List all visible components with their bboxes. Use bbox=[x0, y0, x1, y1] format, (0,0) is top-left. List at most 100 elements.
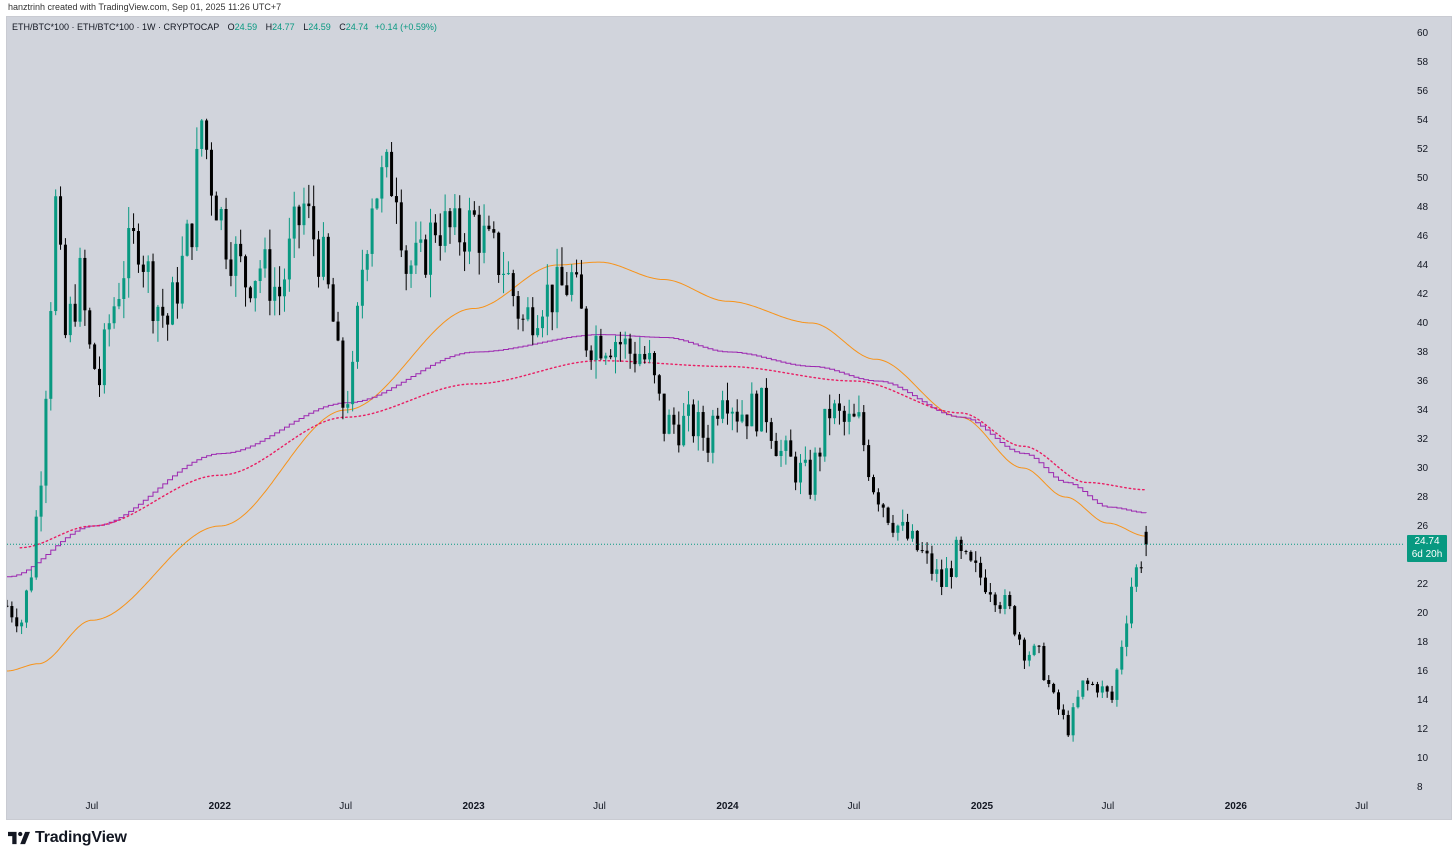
candle-up bbox=[302, 203, 306, 226]
candle-up bbox=[682, 415, 686, 446]
candle-down bbox=[706, 437, 710, 453]
y-tick-label: 46 bbox=[1417, 231, 1429, 242]
x-tick-label: 2026 bbox=[1225, 801, 1248, 812]
candle-down bbox=[492, 229, 496, 233]
candle-down bbox=[969, 551, 973, 561]
candle-up bbox=[409, 265, 413, 274]
candle-down bbox=[983, 577, 987, 593]
candle-up bbox=[833, 403, 837, 419]
candle-down bbox=[463, 242, 467, 252]
candle-up bbox=[360, 269, 364, 306]
candle-down bbox=[789, 440, 793, 457]
candle-down bbox=[745, 414, 749, 427]
candle-up bbox=[945, 568, 949, 587]
candle-up bbox=[594, 335, 598, 361]
candle-down bbox=[248, 287, 252, 299]
candle-down bbox=[390, 151, 394, 197]
candle-down bbox=[808, 459, 812, 495]
candle-down bbox=[166, 315, 170, 325]
candle-down bbox=[886, 507, 890, 523]
candle-up bbox=[1120, 646, 1124, 670]
candle-up bbox=[467, 210, 471, 252]
candle-down bbox=[132, 228, 136, 232]
candle-down bbox=[769, 422, 773, 441]
candle-down bbox=[920, 550, 924, 552]
candle-up bbox=[1076, 696, 1080, 708]
candle-up bbox=[687, 404, 691, 416]
y-tick-label: 16 bbox=[1417, 666, 1429, 677]
candle-down bbox=[424, 239, 428, 275]
y-tick-label: 12 bbox=[1417, 724, 1429, 735]
y-tick-label: 44 bbox=[1417, 260, 1429, 271]
candle-down bbox=[404, 250, 408, 274]
y-tick-label: 52 bbox=[1417, 144, 1429, 155]
candle-up bbox=[263, 249, 267, 269]
candle-down bbox=[560, 266, 564, 286]
y-tick-label: 26 bbox=[1417, 521, 1429, 532]
chart-pane[interactable]: 8101214161820222426283032343638404244464… bbox=[6, 16, 1452, 820]
candle-down bbox=[297, 206, 301, 226]
candle-up bbox=[506, 273, 510, 275]
candle-down bbox=[672, 414, 676, 425]
candle-down bbox=[516, 296, 520, 319]
candles-layer bbox=[7, 118, 1148, 742]
candle-down bbox=[1047, 680, 1051, 684]
candle-up bbox=[1100, 686, 1104, 693]
candle-up bbox=[896, 525, 900, 533]
y-tick-label: 10 bbox=[1417, 753, 1429, 764]
x-tick-label: 2023 bbox=[463, 801, 486, 812]
candle-down bbox=[589, 350, 593, 361]
y-tick-label: 28 bbox=[1417, 492, 1429, 503]
candle-down bbox=[278, 286, 282, 297]
candle-down bbox=[764, 387, 768, 423]
candle-up bbox=[112, 306, 116, 324]
candle-down bbox=[842, 410, 846, 422]
footer-branding: TradingView bbox=[8, 828, 127, 848]
candle-down bbox=[97, 368, 102, 386]
candle-up bbox=[623, 338, 627, 345]
candle-down bbox=[716, 415, 720, 419]
candle-down bbox=[1105, 686, 1109, 692]
candle-down bbox=[1095, 684, 1099, 693]
candle-up bbox=[813, 452, 817, 495]
candle-down bbox=[438, 235, 442, 246]
candle-up bbox=[803, 459, 807, 463]
price-chart[interactable]: 8101214161820222426283032343638404244464… bbox=[7, 17, 1451, 819]
candle-down bbox=[872, 477, 876, 493]
x-tick-label: 2025 bbox=[971, 801, 994, 812]
candle-down bbox=[477, 214, 481, 253]
candle-up bbox=[1125, 623, 1129, 647]
candle-down bbox=[1086, 680, 1090, 684]
candle-up bbox=[502, 273, 506, 275]
candle-down bbox=[633, 353, 637, 365]
candle-down bbox=[662, 393, 666, 434]
candle-down bbox=[511, 273, 515, 297]
candle-down bbox=[1066, 714, 1070, 736]
candle-up bbox=[258, 268, 262, 282]
candle-down bbox=[915, 530, 919, 551]
symbol-legend[interactable]: ETH/BTC*100 · ETH/BTC*100 · 1W · CRYPTOC… bbox=[12, 22, 437, 32]
legend-open-label: O bbox=[227, 22, 235, 32]
x-tick-label: Jul bbox=[1101, 801, 1114, 812]
candle-down bbox=[1037, 645, 1041, 647]
candle-down bbox=[959, 539, 963, 552]
candle-up bbox=[321, 236, 325, 277]
candle-down bbox=[83, 257, 87, 311]
candle-down bbox=[88, 310, 92, 345]
candle-up bbox=[29, 577, 33, 591]
candle-up bbox=[847, 413, 851, 422]
moving-average-stepped bbox=[7, 334, 1147, 578]
candle-down bbox=[10, 606, 14, 618]
candle-up bbox=[730, 411, 734, 414]
candle-up bbox=[122, 278, 126, 299]
candle-up bbox=[351, 361, 355, 405]
candle-down bbox=[224, 209, 228, 260]
legend-low-value: 24.59 bbox=[308, 22, 331, 32]
candle-up bbox=[910, 530, 914, 539]
candle-up bbox=[453, 208, 457, 228]
candle-down bbox=[268, 249, 272, 301]
candle-up bbox=[375, 198, 379, 209]
candle-down bbox=[7, 605, 9, 607]
y-tick-label: 60 bbox=[1417, 28, 1429, 39]
candle-down bbox=[1052, 683, 1056, 693]
